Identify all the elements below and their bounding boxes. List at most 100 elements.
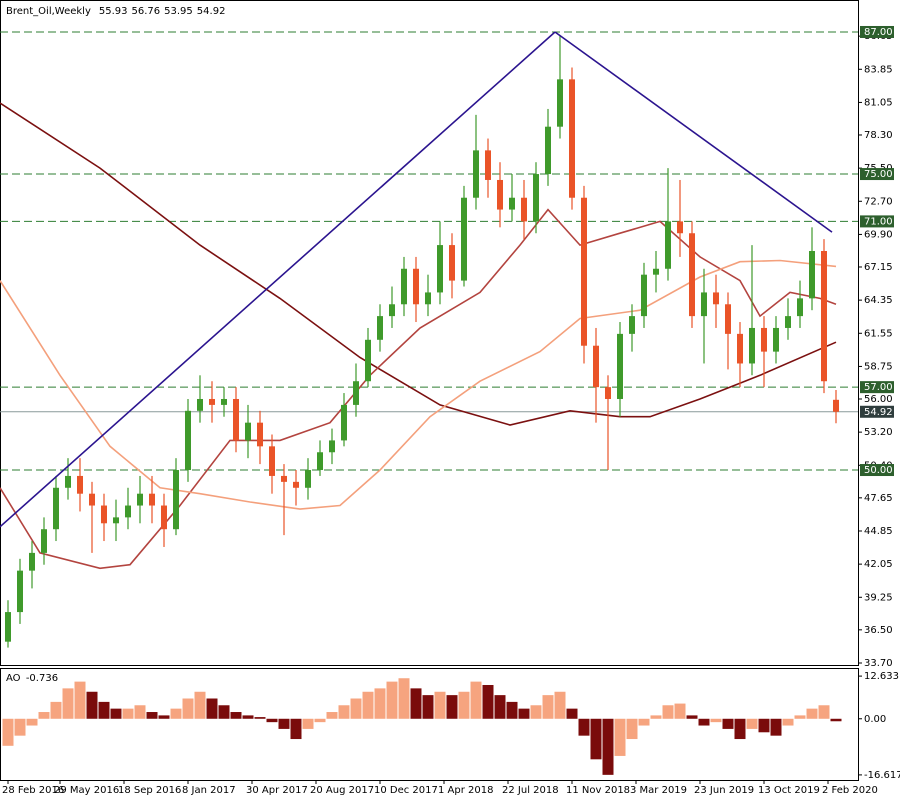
y-tick-label: 61.55 <box>864 328 893 339</box>
ao-bar <box>218 705 230 719</box>
candle-body <box>605 387 611 399</box>
candle-body <box>521 197 527 222</box>
ao-bar <box>302 718 314 729</box>
ao-value: -0.736 <box>26 673 58 684</box>
ao-y-tick-label: 0.00 <box>864 714 886 725</box>
x-tick-label: 10 Dec 2017 <box>374 785 438 796</box>
ao-bar <box>122 708 134 719</box>
candle-body <box>245 422 251 441</box>
candle-body <box>365 339 371 382</box>
x-tick-label: 2 Feb 2020 <box>822 785 878 796</box>
candle-body <box>497 179 503 210</box>
candle-body <box>89 493 95 506</box>
ao-bar <box>422 695 434 719</box>
y-tick-label: 83.85 <box>864 64 893 75</box>
candle-body <box>449 245 455 281</box>
ao-bar <box>338 705 350 719</box>
ao-bar <box>170 708 182 719</box>
ao-bar <box>554 691 566 719</box>
candle-body <box>125 505 131 518</box>
candle-body <box>173 470 179 530</box>
ao-bar <box>206 698 218 719</box>
ao-y-tick-label: 12.633 <box>864 671 899 682</box>
candle-body <box>821 251 827 382</box>
candle-body <box>557 79 563 127</box>
candle-body <box>317 452 323 471</box>
ao-bar <box>50 701 62 719</box>
current-price-label: 54.92 <box>864 407 893 418</box>
y-tick-label: 81.05 <box>864 97 893 108</box>
ao-bar <box>110 708 122 719</box>
ao-bar <box>578 718 590 736</box>
candle-body <box>689 233 695 317</box>
candle-body <box>809 251 815 299</box>
low-value: 53.95 <box>164 6 193 17</box>
candle-body <box>5 612 11 642</box>
x-tick-label: 29 May 2016 <box>54 785 119 796</box>
open-value: 55.93 <box>99 6 128 17</box>
ao-bar <box>182 698 194 719</box>
candle-body <box>341 404 347 441</box>
ao-bar <box>746 718 758 729</box>
ao-bar <box>410 688 422 719</box>
ao-bar <box>830 718 842 722</box>
y-tick-label: 58.75 <box>864 361 893 372</box>
ao-bar <box>662 705 674 719</box>
candle-body <box>437 245 443 293</box>
candle-body <box>425 292 431 305</box>
ao-bar <box>14 718 26 736</box>
ao-bar <box>146 712 158 719</box>
ao-bar <box>2 718 14 746</box>
ao-bar <box>566 708 578 719</box>
x-tick-label: 30 Apr 2017 <box>246 785 308 796</box>
level-label: 50.00 <box>864 465 893 476</box>
level-box <box>860 381 894 394</box>
ao-bar <box>230 712 242 719</box>
ao-bar <box>638 718 650 726</box>
ao-bar <box>266 718 278 723</box>
ao-bar <box>470 681 482 719</box>
candle-body <box>797 298 803 317</box>
candle-body <box>737 333 743 364</box>
candle-body <box>413 268 419 305</box>
y-tick-label: 44.85 <box>864 526 893 537</box>
ao-bar <box>518 708 530 719</box>
candle-body <box>233 398 239 441</box>
ao-bar <box>506 701 518 719</box>
ao-bar <box>770 718 782 736</box>
ao-bar <box>698 718 710 726</box>
ao-bar <box>494 695 506 719</box>
close-value: 54.92 <box>197 6 226 17</box>
ao-bar <box>254 717 266 719</box>
ao-bar <box>806 708 818 719</box>
level-box <box>860 464 894 477</box>
x-tick-label: 8 Jan 2017 <box>182 785 236 796</box>
ao-bar <box>794 715 806 719</box>
current-price-box <box>860 405 894 418</box>
candle-body <box>629 316 635 334</box>
ao-bar <box>278 718 290 729</box>
ao-bar <box>818 705 830 719</box>
y-tick-label: 36.50 <box>864 625 893 636</box>
trendline <box>0 31 556 528</box>
candle-body <box>701 292 707 317</box>
ao-bar <box>242 715 254 719</box>
ao-bar <box>734 718 746 740</box>
candle-body <box>137 493 143 506</box>
candle-body <box>773 327 779 352</box>
candle-body <box>221 398 227 405</box>
ao-bar <box>134 705 146 719</box>
ao-header: AO -0.736 <box>6 673 58 684</box>
ao-bar <box>614 718 626 756</box>
ao-bar <box>686 715 698 719</box>
candle-body <box>785 316 791 328</box>
candle-body <box>257 422 263 447</box>
ao-bar <box>530 705 542 719</box>
x-tick-label: 20 Aug 2017 <box>310 785 374 796</box>
high-value: 56.76 <box>132 6 161 17</box>
y-tick-label: 56.00 <box>864 394 893 405</box>
candle-body <box>197 398 203 411</box>
candle-body <box>77 475 83 494</box>
candle-body <box>53 487 59 530</box>
